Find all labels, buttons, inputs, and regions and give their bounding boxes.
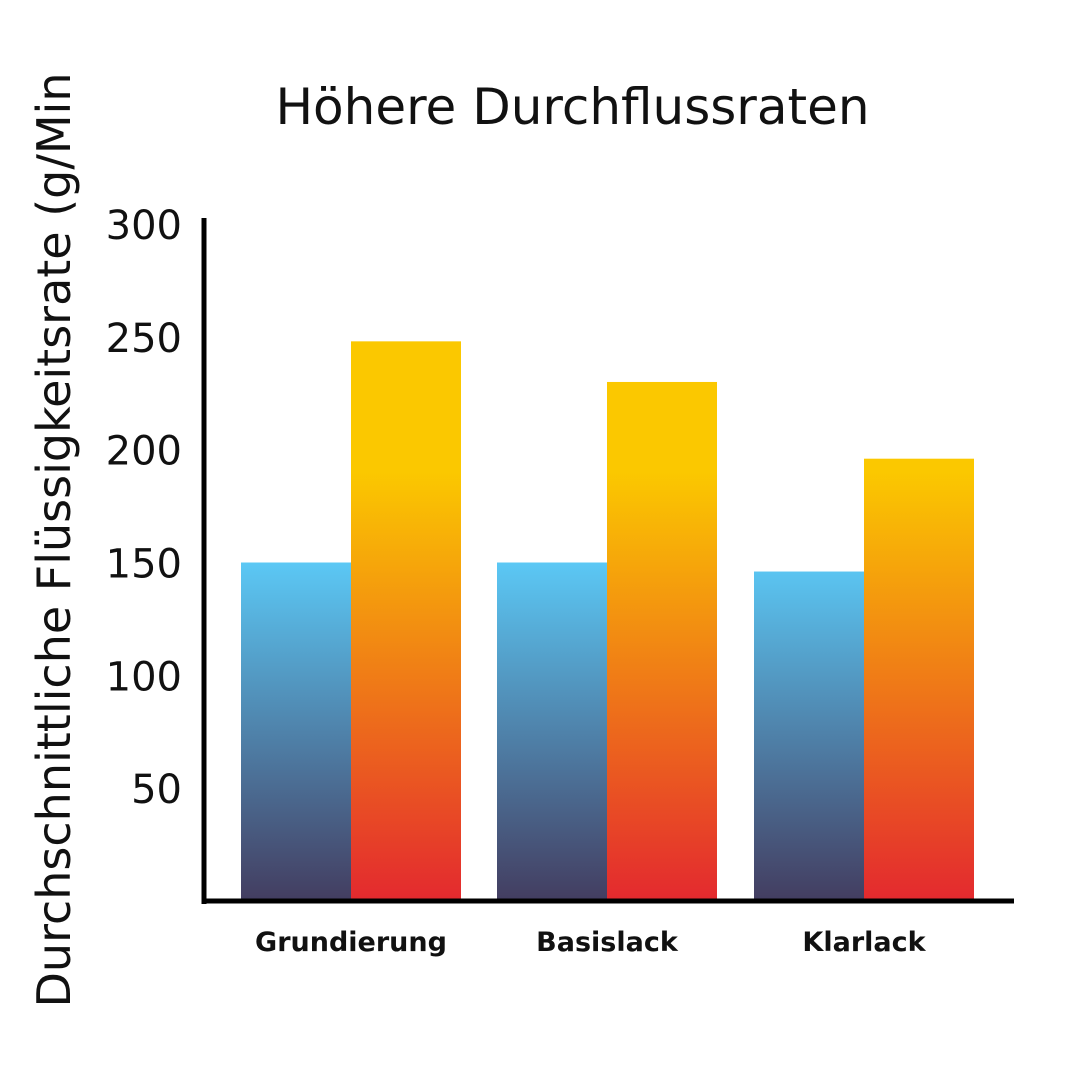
bar-basislack-series-1 xyxy=(497,562,607,901)
y-tick-label-300: 300 xyxy=(106,203,182,249)
bar-klarlack-series-1 xyxy=(754,571,864,901)
y-tick-label-150: 150 xyxy=(106,542,182,588)
y-tick-label-200: 200 xyxy=(106,429,182,475)
x-category-label-klarlack: Klarlack xyxy=(802,927,926,958)
chart-title: Höhere Durchflussraten xyxy=(275,78,870,136)
y-tick-label-50: 50 xyxy=(131,767,182,813)
y-tick-label-100: 100 xyxy=(106,654,182,700)
x-category-label-basislack: Basislack xyxy=(536,927,679,958)
x-category-label-grundierung: Grundierung xyxy=(255,927,447,958)
bar-grundierung-series-1 xyxy=(241,562,351,901)
bar-grundierung-series-2 xyxy=(351,341,461,901)
bar-basislack-series-2 xyxy=(607,381,717,901)
bar-klarlack-series-2 xyxy=(864,458,974,901)
y-tick-label-250: 250 xyxy=(106,316,182,362)
